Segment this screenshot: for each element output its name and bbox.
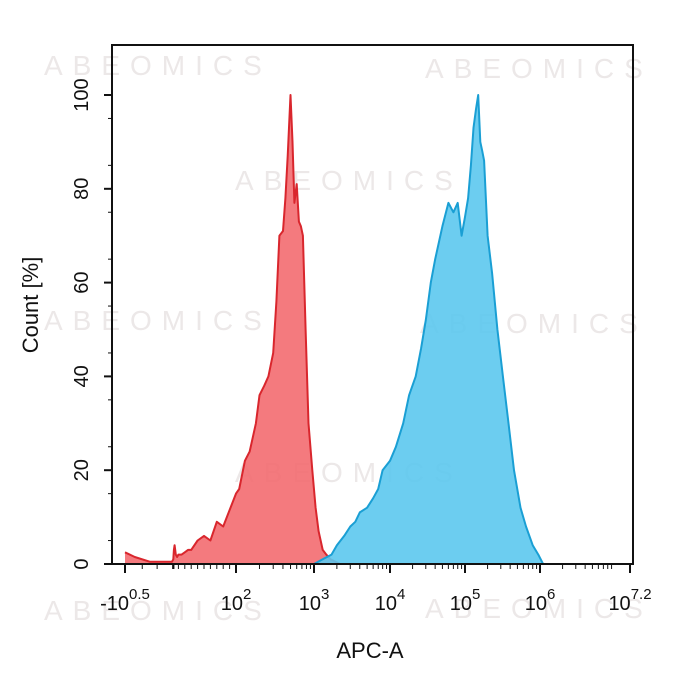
series-layer bbox=[124, 94, 544, 565]
x-tick-label: 105 bbox=[450, 586, 481, 615]
x-axis-title: APC-A bbox=[336, 638, 404, 663]
watermark: ABEOMICS bbox=[44, 50, 272, 81]
ticks-layer: 0 20 40 60 80 100 -100.5 102 103 104 105 106 107.2 bbox=[71, 78, 652, 615]
y-tick-label: 80 bbox=[71, 178, 93, 200]
series-line-1 bbox=[124, 94, 341, 565]
watermark: ABEOMICS bbox=[235, 165, 463, 196]
x-tick-label: 102 bbox=[221, 586, 252, 615]
x-tick-label: -100.5 bbox=[100, 586, 150, 615]
y-tick-label: 60 bbox=[71, 271, 93, 293]
series-area-1 bbox=[125, 95, 340, 564]
x-tick-label: 103 bbox=[299, 586, 330, 615]
x-tick-label: 107.2 bbox=[608, 586, 651, 615]
watermark: ABEOMICS bbox=[44, 595, 272, 626]
y-tick-label: 40 bbox=[71, 365, 93, 387]
series-line-2 bbox=[313, 94, 544, 565]
y-tick-label: 20 bbox=[71, 459, 93, 481]
x-tick-label: 106 bbox=[525, 586, 556, 615]
y-tick-label: 100 bbox=[71, 78, 93, 111]
watermark: ABEOMICS bbox=[425, 593, 653, 624]
axes-layer bbox=[111, 44, 634, 565]
watermark: ABEOMICS bbox=[425, 53, 653, 84]
watermark: ABEOMICS bbox=[44, 305, 272, 336]
x-tick-label: 104 bbox=[375, 586, 406, 615]
y-tick-label: 0 bbox=[71, 558, 93, 569]
y-axis-title: Count [%] bbox=[18, 257, 43, 354]
plot-frame bbox=[111, 44, 634, 565]
